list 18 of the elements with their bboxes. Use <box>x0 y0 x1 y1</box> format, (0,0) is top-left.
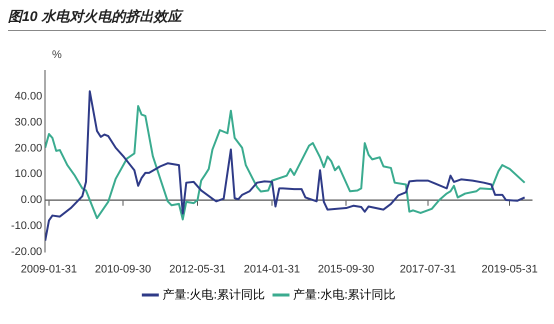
y-tick-label: 40.00 <box>14 90 42 103</box>
y-axis-title: % <box>52 49 63 61</box>
y-tick-label: 30.00 <box>14 116 42 128</box>
x-tick-label: 2014-01-31 <box>244 263 300 276</box>
chart-title: 图10 水电对火电的挤出效应 <box>8 8 546 31</box>
legend-label: 产量:水电:累计同比 <box>293 287 396 302</box>
legend-label: 产量:火电:累计同比 <box>162 287 266 302</box>
y-tick-label: -10.00 <box>10 220 42 232</box>
y-tick-label: 20.00 <box>14 142 42 154</box>
x-tick-label: 2012-05-31 <box>169 263 226 276</box>
y-tick-label: 10.00 <box>14 168 42 180</box>
x-tick-label: 2015-09-30 <box>318 263 374 276</box>
x-tick-label: 2009-01-31 <box>20 263 77 276</box>
x-tick-label: 2017-07-31 <box>400 263 456 276</box>
x-tick-label: 2019-05-31 <box>482 263 538 276</box>
y-tick-label: -20.00 <box>10 246 42 258</box>
y-tick-label: 0.00 <box>20 194 42 206</box>
x-tick-label: 2010-09-30 <box>94 263 152 276</box>
